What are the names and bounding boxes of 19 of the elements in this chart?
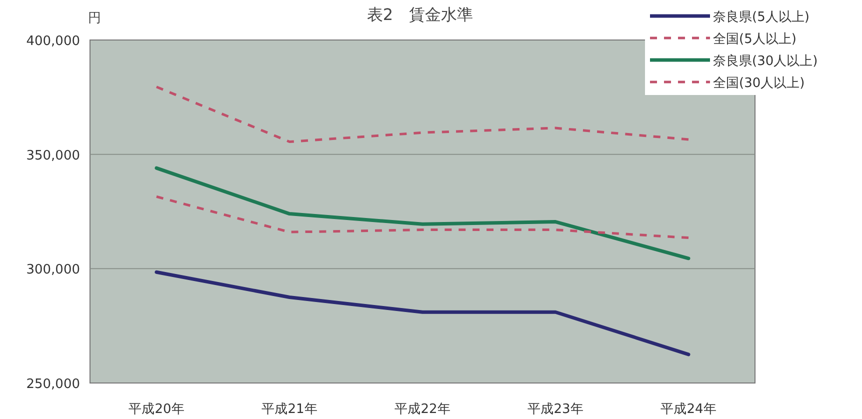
legend-label: 全国(30人以上) — [713, 76, 805, 91]
line-series — [155, 195, 690, 240]
x-tick-label: 平成24年 — [660, 402, 716, 417]
x-tick-label: 平成23年 — [528, 402, 584, 417]
y-tick-label: 300,000 — [26, 262, 80, 278]
legend-label: 全国(5人以上) — [713, 32, 796, 47]
legend-label: 奈良県(30人以上) — [713, 54, 818, 69]
y-tick-label: 250,000 — [26, 377, 80, 392]
legend-label: 奈良県(5人以上) — [713, 10, 810, 25]
y-tick-label: 400,000 — [26, 34, 80, 49]
line-series — [155, 86, 690, 144]
y-axis-title: 円 — [88, 11, 101, 26]
chart-title: 表2 賃金水準 — [366, 5, 474, 24]
x-tick-label: 平成20年 — [128, 402, 184, 417]
y-tick-label: 350,000 — [26, 148, 80, 164]
line-series — [154, 166, 690, 260]
line-series — [154, 270, 690, 356]
x-tick-label: 平成21年 — [262, 402, 318, 417]
x-tick-label: 平成22年 — [394, 402, 450, 417]
